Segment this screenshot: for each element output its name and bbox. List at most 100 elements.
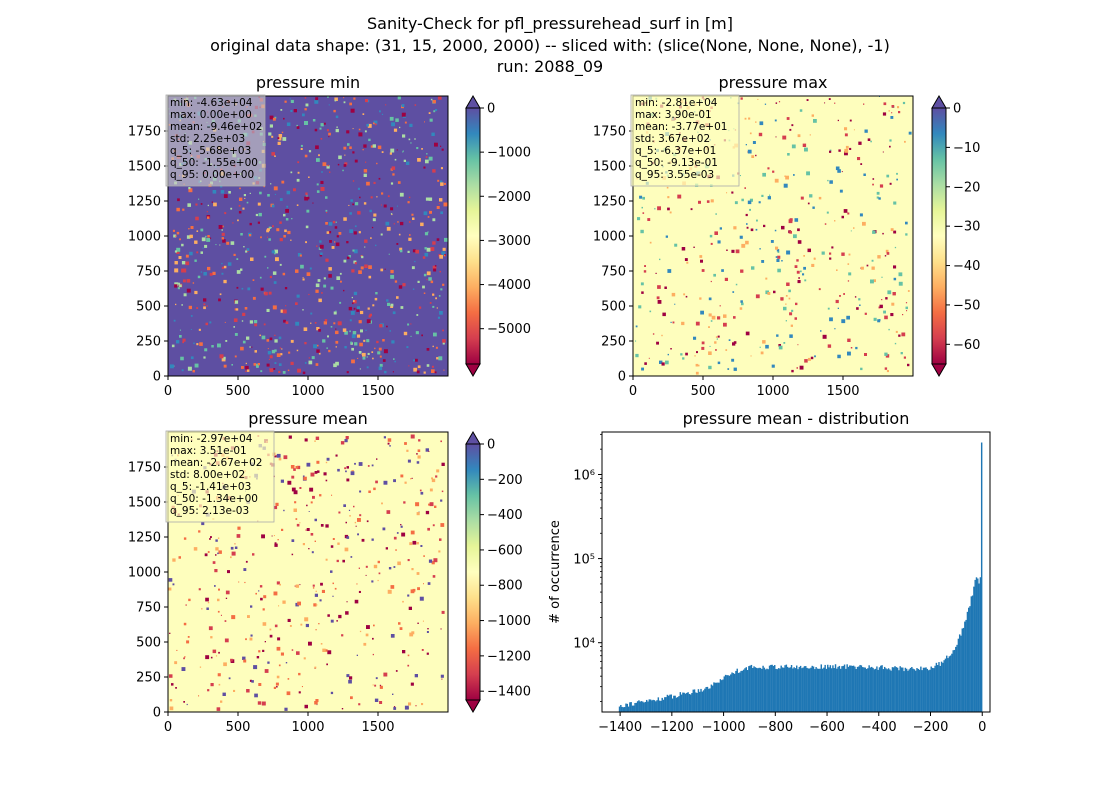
heatmap-cell (274, 362, 277, 364)
y-tick-label: 750 (136, 601, 161, 616)
heatmap-cell (368, 315, 371, 318)
heatmap-cell (828, 98, 831, 100)
heatmap-cell (392, 173, 395, 176)
heatmap-cell (350, 696, 353, 700)
heatmap-cell (667, 196, 670, 199)
heatmap-cell (791, 309, 794, 312)
histogram-bar (838, 665, 841, 712)
heatmap-cell (285, 209, 289, 213)
heatmap-cell (667, 269, 672, 273)
heatmap-cell (795, 302, 798, 306)
heatmap-cell (827, 344, 832, 348)
heatmap-cell (351, 470, 354, 473)
heatmap-cell (357, 533, 359, 536)
histogram-bar (711, 685, 714, 712)
heatmap-cell (755, 154, 757, 157)
heatmap-cell (349, 102, 352, 106)
heatmap-cell (326, 231, 330, 234)
heatmap-cell (281, 180, 285, 184)
heatmap-cell (373, 181, 376, 184)
heatmap-cell (666, 186, 669, 189)
heatmap-cell (328, 267, 332, 271)
heatmap-cell (233, 253, 236, 256)
heatmap-cell (356, 308, 360, 312)
histogram-bar (730, 674, 732, 712)
histogram-bar (638, 700, 640, 712)
heatmap-cell (878, 197, 881, 200)
heatmap-cell (747, 149, 752, 154)
histogram-bar (679, 692, 682, 712)
y-tick-label: 1000 (593, 230, 626, 245)
stats-line-max: max: 0.00e+00 (170, 109, 252, 121)
heatmap-cell (424, 247, 427, 250)
heatmap-cell (259, 276, 262, 279)
histogram-bar (774, 665, 776, 712)
heatmap-cell (708, 313, 712, 317)
heatmap-cell (800, 196, 804, 200)
heatmap-cell (198, 695, 200, 697)
x-tick-label: 0 (978, 720, 986, 735)
heatmap-cell (711, 315, 716, 320)
heatmap-cell (731, 249, 735, 253)
heatmap-cell (365, 574, 367, 576)
heatmap-cell (243, 568, 247, 571)
heatmap-cell (356, 334, 361, 338)
heatmap-cell (250, 257, 254, 261)
heatmap-cell (642, 196, 645, 200)
heatmap-cell (277, 637, 281, 641)
heatmap-cell (410, 682, 414, 686)
heatmap-cell (212, 190, 217, 194)
heatmap-cell (383, 436, 386, 439)
heatmap-cell (408, 702, 412, 706)
x-tick-label: 1500 (826, 384, 859, 399)
heatmap-cell (282, 309, 287, 314)
histogram-bar (767, 669, 769, 712)
heatmap-cell (348, 306, 353, 311)
heatmap-cell (786, 250, 791, 255)
stats-line-mean: mean: -2.67e+02 (170, 457, 262, 469)
heatmap-cell (343, 289, 345, 292)
histogram-bar (682, 692, 684, 712)
heatmap-cell (410, 323, 412, 325)
heatmap-cell (282, 600, 286, 604)
histogram-bar (805, 666, 807, 712)
heatmap-cell (665, 360, 669, 365)
histogram-bar (878, 667, 881, 712)
heatmap-cell (793, 174, 795, 176)
heatmap-cell (277, 137, 280, 139)
heatmap-cell (371, 538, 374, 541)
heatmap-cell (349, 515, 351, 517)
heatmap-cell (305, 103, 309, 107)
heatmap-cell (661, 334, 663, 337)
histogram-bar (720, 680, 723, 712)
heatmap-cell (358, 132, 363, 137)
heatmap-cell (313, 344, 317, 349)
histogram-bar (917, 668, 920, 712)
histogram-bar (979, 577, 982, 712)
heatmap-cell (214, 585, 216, 587)
heatmap-cell (290, 339, 294, 343)
histogram-bar (781, 667, 784, 712)
heatmap-cell (444, 182, 446, 185)
heatmap-cell (665, 235, 668, 238)
histogram-bars (618, 442, 983, 712)
histogram-bar (630, 702, 632, 712)
heatmap-cell (268, 226, 271, 229)
histogram-bar (825, 668, 828, 712)
heatmap-cell (421, 649, 424, 651)
heatmap-cell (382, 527, 386, 531)
heatmap-cell (390, 148, 395, 153)
heatmap-cell (814, 355, 816, 358)
heatmap-cell (834, 328, 836, 330)
heatmap-cell (670, 348, 672, 350)
heatmap-cell (186, 640, 190, 644)
histogram-bar (793, 667, 795, 712)
heatmap-cell (236, 258, 239, 260)
histogram-bar (827, 664, 829, 712)
heatmap-cell (809, 194, 813, 198)
heatmap-cell (794, 265, 798, 268)
heatmap-cell (271, 250, 275, 254)
heatmap-cell (209, 321, 212, 324)
heatmap-cell (190, 329, 192, 330)
heatmap-cell (866, 264, 869, 267)
